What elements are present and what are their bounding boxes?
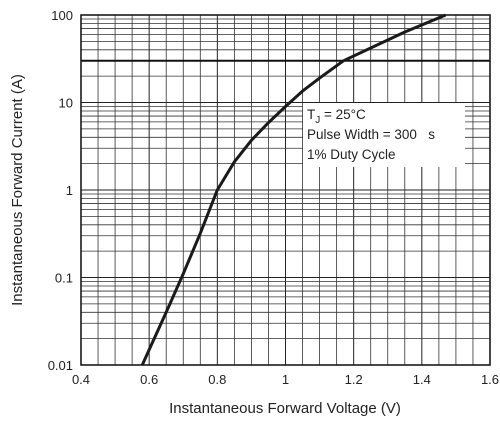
annotation-temp: = 25°C xyxy=(320,107,366,122)
y-tick-label: 10 xyxy=(59,96,73,111)
annotation-subscript: J xyxy=(315,115,320,126)
annotation-t: T xyxy=(307,107,315,122)
y-tick-label: 1 xyxy=(66,183,73,198)
x-tick-label: 0.6 xyxy=(140,372,158,387)
y-axis-title: Instantaneous Forward Current (A) xyxy=(9,74,26,306)
x-tick-label: 1.2 xyxy=(345,372,363,387)
x-tick-label: 0.8 xyxy=(208,372,226,387)
annotation-line-3: 1% Duty Cycle xyxy=(307,147,396,162)
y-tick-label: 100 xyxy=(51,8,73,23)
y-tick-labels: 0.01 0.1 1 10 100 xyxy=(48,8,73,373)
annotation: TJ = 25°C Pulse Width = 300 s 1% Duty Cy… xyxy=(307,107,435,162)
x-axis-title: Instantaneous Forward Voltage (V) xyxy=(169,400,401,417)
plot-frame xyxy=(80,14,491,366)
x-tick-labels: 0.4 0.6 0.8 1 1.2 1.4 1.6 xyxy=(72,372,499,387)
x-tick-label: 1.4 xyxy=(413,372,431,387)
forward-current-curve xyxy=(140,13,447,366)
y-tick-label: 0.1 xyxy=(55,271,73,286)
x-tick-label: 0.4 xyxy=(72,372,90,387)
annotation-line-1: TJ = 25°C xyxy=(307,107,366,126)
x-tick-label: 1.6 xyxy=(481,372,499,387)
annotation-box xyxy=(303,103,465,167)
y-tick-label: 0.01 xyxy=(48,358,73,373)
annotation-line-2: Pulse Width = 300 s xyxy=(307,127,435,142)
x-tick-label: 1 xyxy=(282,372,289,387)
curve-layer xyxy=(140,13,447,366)
